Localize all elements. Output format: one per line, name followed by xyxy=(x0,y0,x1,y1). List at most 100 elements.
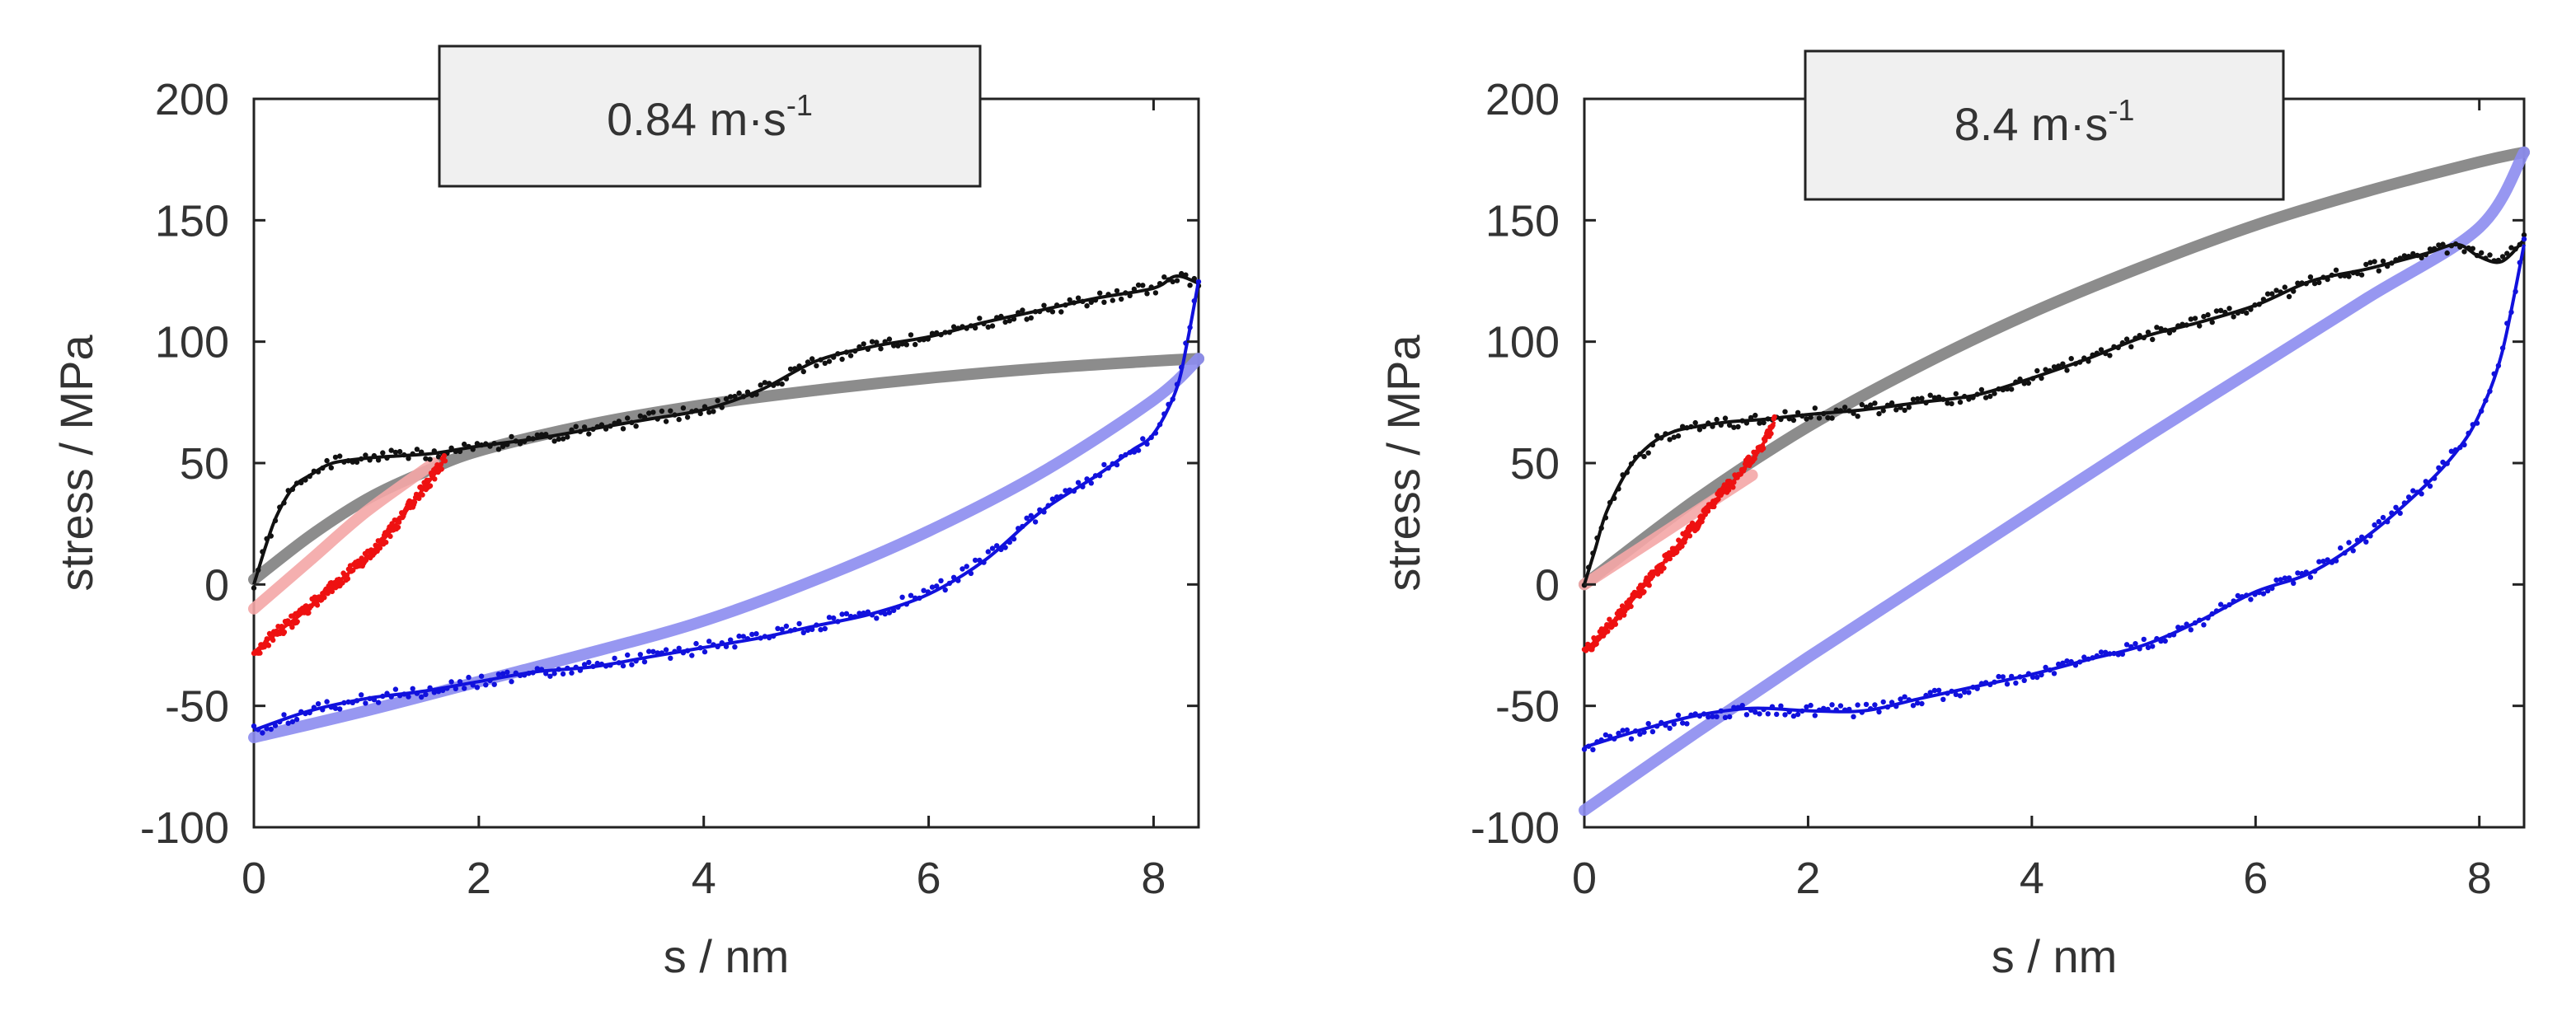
data-point xyxy=(998,313,1004,320)
x-tick-label: 2 xyxy=(467,854,491,903)
data-point xyxy=(2051,364,2058,370)
data-point xyxy=(1028,513,1035,518)
data-point xyxy=(1927,392,1933,398)
data-point xyxy=(306,610,312,615)
data-point xyxy=(1799,413,1805,419)
data-point xyxy=(320,707,326,713)
data-point xyxy=(861,610,866,616)
data-point xyxy=(719,640,725,646)
data-point xyxy=(736,633,742,639)
data-point xyxy=(917,595,922,601)
data-point xyxy=(1063,302,1068,308)
data-point xyxy=(2205,311,2211,318)
data-point xyxy=(1962,393,1968,400)
data-point xyxy=(2495,257,2502,264)
data-point xyxy=(341,459,347,465)
data-point xyxy=(427,456,433,462)
data-point xyxy=(964,564,969,569)
data-point xyxy=(478,442,485,448)
data-point xyxy=(1799,708,1805,714)
data-point xyxy=(1663,723,1668,728)
x-tick-label: 0 xyxy=(242,854,266,903)
data-point xyxy=(324,457,330,464)
data-point xyxy=(1586,743,1592,749)
data-point xyxy=(633,424,639,429)
data-point xyxy=(1594,739,1600,745)
data-point xyxy=(1045,503,1051,508)
data-point xyxy=(354,459,360,466)
data-point xyxy=(2269,585,2275,592)
data-point xyxy=(432,476,438,482)
data-point xyxy=(2513,246,2518,252)
data-point xyxy=(701,648,708,655)
data-point xyxy=(2303,569,2309,575)
data-point xyxy=(2119,339,2126,346)
data-point xyxy=(2325,557,2330,563)
svg-text:8.4 m·s-1: 8.4 m·s-1 xyxy=(1954,93,2135,150)
data-point xyxy=(1602,515,1609,521)
data-point xyxy=(265,643,272,648)
data-point xyxy=(2170,327,2177,333)
data-point xyxy=(2380,258,2386,264)
data-point xyxy=(1957,399,1964,405)
data-point xyxy=(822,625,828,632)
data-point xyxy=(1110,461,1116,466)
data-point xyxy=(934,583,940,589)
data-point xyxy=(1058,309,1064,315)
data-point xyxy=(968,570,974,577)
data-point xyxy=(1868,402,1874,408)
data-point xyxy=(410,451,415,456)
data-point xyxy=(594,660,600,667)
data-point xyxy=(487,677,493,683)
data-point xyxy=(625,652,631,658)
data-point xyxy=(279,625,285,631)
data-point xyxy=(1692,419,1698,426)
data-point xyxy=(1053,494,1060,500)
data-point xyxy=(2389,510,2395,516)
data-point xyxy=(1006,318,1013,324)
data-point xyxy=(2141,636,2147,643)
data-point xyxy=(444,686,450,691)
data-point xyxy=(2457,244,2463,250)
data-point xyxy=(1183,272,1189,278)
data-point xyxy=(1620,728,1626,733)
data-point xyxy=(655,650,660,656)
data-point xyxy=(487,443,493,449)
data-point xyxy=(1962,689,1968,695)
data-point xyxy=(2017,376,2023,382)
data-point xyxy=(2115,652,2121,658)
data-point xyxy=(1966,690,1972,695)
data-point xyxy=(1191,275,1198,282)
data-point xyxy=(2354,270,2361,277)
data-point xyxy=(616,660,622,666)
data-point xyxy=(388,447,394,453)
data-point xyxy=(264,536,270,541)
data-point xyxy=(337,453,343,459)
data-point xyxy=(732,393,738,400)
data-point xyxy=(2311,280,2318,287)
data-point xyxy=(762,634,768,639)
data-point xyxy=(942,587,948,593)
data-point xyxy=(2252,592,2258,597)
data-point xyxy=(569,427,575,433)
data-point xyxy=(787,366,794,372)
data-point xyxy=(1127,450,1133,456)
data-point xyxy=(1761,419,1767,426)
data-point xyxy=(2103,649,2109,655)
data-point xyxy=(551,438,557,444)
data-point xyxy=(2346,274,2352,279)
data-point xyxy=(998,546,1004,553)
data-point xyxy=(1080,484,1086,489)
data-point xyxy=(616,419,622,424)
data-point xyxy=(2013,379,2019,385)
data-point xyxy=(2432,246,2438,251)
data-point xyxy=(1616,486,1621,492)
data-point xyxy=(693,408,699,414)
data-point xyxy=(1195,278,1202,285)
data-point xyxy=(2333,267,2339,273)
data-point xyxy=(1174,381,1180,387)
data-point xyxy=(2231,314,2236,320)
data-point xyxy=(891,607,897,613)
data-point xyxy=(1166,401,1171,407)
data-point xyxy=(977,557,983,564)
